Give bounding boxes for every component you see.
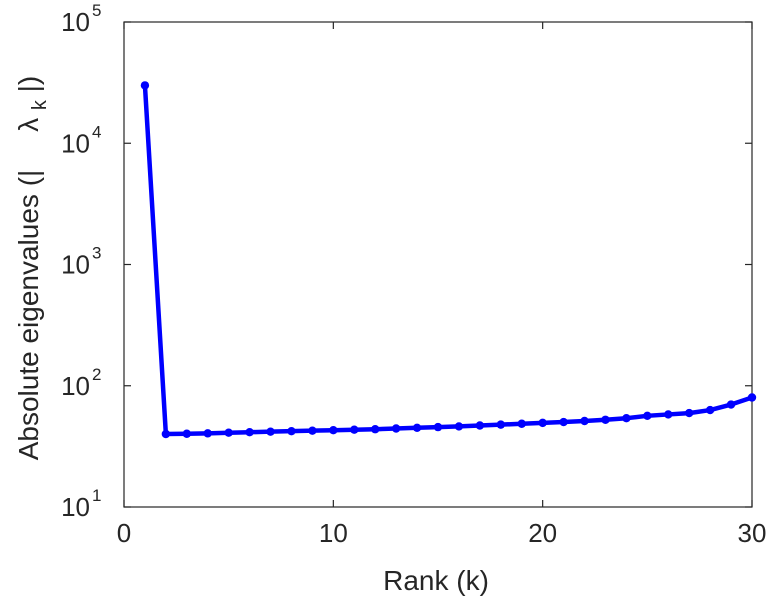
data-point [601, 415, 610, 424]
x-tick-label: 30 [738, 518, 767, 548]
y-tick-exponent: 3 [92, 244, 101, 263]
data-point [433, 422, 443, 432]
x-tick-label: 0 [117, 518, 131, 548]
data-point [224, 428, 233, 437]
x-tick-label: 10 [319, 518, 348, 548]
data-point [517, 419, 526, 428]
data-point [161, 429, 171, 439]
data-point [203, 429, 212, 438]
y-axis-label-sub: k [29, 99, 51, 110]
y-axis-label-group: Absolute eigenvalues (| λ k |) [13, 76, 52, 461]
y-tick-exponent: 2 [92, 365, 101, 384]
data-point [475, 421, 485, 430]
y-axis-label: Absolute eigenvalues (| λ k |) [13, 76, 52, 461]
y-tick-exponent: 4 [92, 122, 101, 141]
y-tick-label: 10 [61, 7, 90, 37]
data-point [580, 416, 589, 426]
y-axis-label-suffix: |) [13, 76, 44, 93]
y-axis-label-symbol: λ [13, 118, 44, 132]
data-point [747, 393, 757, 402]
data-point [412, 423, 422, 432]
data-point [705, 405, 715, 415]
data-point [287, 426, 296, 436]
data-point [245, 427, 254, 437]
data-point [266, 427, 275, 436]
ticks [123, 21, 753, 508]
x-axis-label: Rank (k) [383, 565, 489, 596]
data-point [496, 420, 505, 429]
data-point [559, 417, 568, 427]
y-tick-label: 10 [61, 250, 90, 280]
data-point [391, 424, 401, 433]
data-point [308, 426, 317, 435]
data-point [454, 422, 464, 431]
data-point [726, 400, 736, 409]
data-point [371, 425, 380, 434]
series-eigenvalues [140, 81, 757, 439]
data-point [664, 410, 673, 419]
data-point [622, 413, 631, 423]
y-tick-label: 10 [61, 492, 90, 522]
data-point [538, 418, 547, 428]
data-point [140, 81, 150, 90]
data-point [329, 425, 338, 435]
y-tick-exponent: 5 [92, 1, 101, 20]
data-point [350, 425, 359, 434]
data-point [182, 429, 191, 438]
x-tick-label: 20 [528, 518, 557, 548]
y-tick-exponent: 1 [92, 486, 101, 505]
data-point [685, 408, 694, 418]
data-point [643, 411, 652, 421]
y-axis-label-prefix: Absolute eigenvalues (| [13, 170, 44, 461]
y-tick-label: 10 [61, 371, 90, 401]
series-line [142, 85, 753, 437]
y-tick-label: 10 [61, 128, 90, 158]
